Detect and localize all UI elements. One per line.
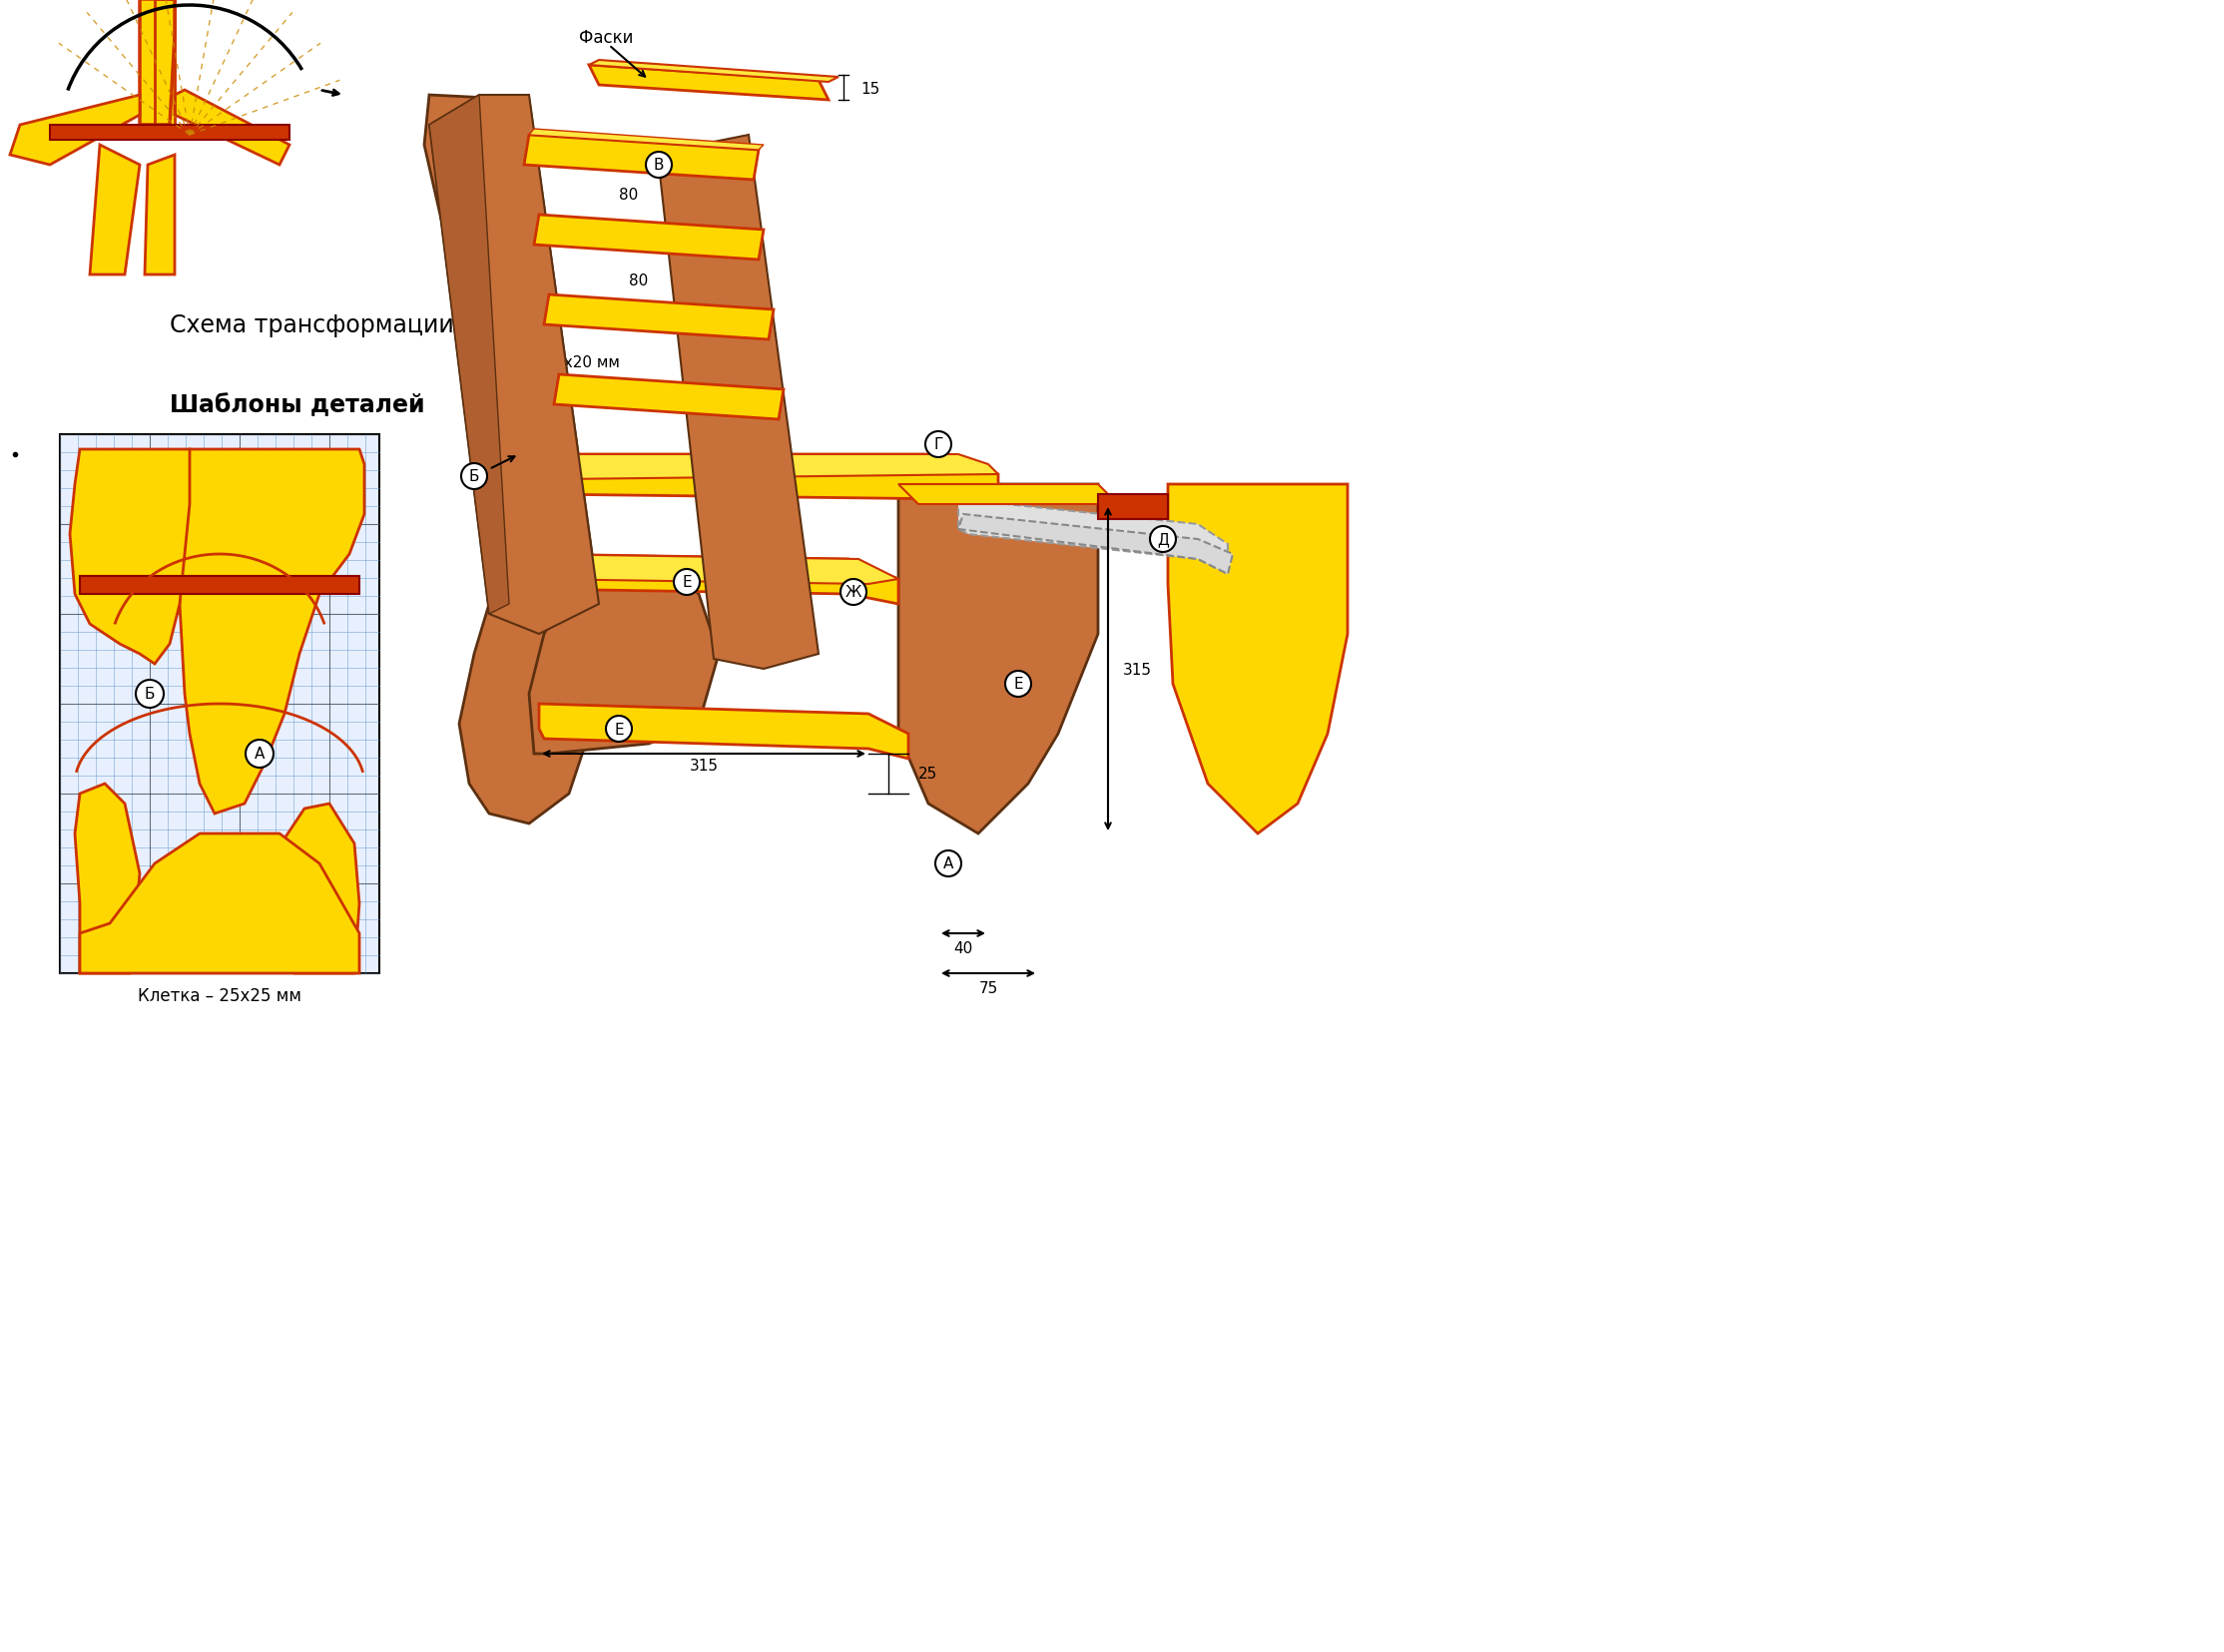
Polygon shape [1168,484,1348,834]
Text: Г: Г [934,438,943,453]
Polygon shape [140,0,176,126]
Text: 25: 25 [919,767,939,781]
Text: Б: Б [469,468,480,486]
Text: Клетка – 25х25 мм: Клетка – 25х25 мм [138,986,302,1004]
Text: Д: Д [1156,532,1170,547]
Polygon shape [538,704,907,760]
Polygon shape [545,296,774,340]
Polygon shape [529,131,763,150]
Text: Фаски: Фаски [578,30,634,46]
Polygon shape [9,96,140,165]
Polygon shape [898,484,1119,506]
Polygon shape [49,126,289,140]
Polygon shape [180,449,365,814]
Text: Е: Е [1014,677,1023,692]
Text: 6х20 мм: 6х20 мм [554,355,620,370]
Circle shape [1150,527,1176,553]
Polygon shape [80,577,360,595]
Polygon shape [529,555,898,585]
Text: 315: 315 [1123,662,1152,677]
Text: 15: 15 [861,81,881,96]
Polygon shape [589,61,838,83]
Polygon shape [529,565,718,755]
Circle shape [245,740,274,768]
Text: 75: 75 [979,981,999,996]
Text: В: В [654,159,665,173]
Circle shape [674,570,701,596]
Polygon shape [959,501,1228,575]
Polygon shape [554,375,783,420]
Text: Б: Б [469,469,480,484]
Polygon shape [69,449,189,664]
Text: Ж: Ж [845,585,861,600]
Polygon shape [429,96,598,634]
Text: 80: 80 [618,188,638,203]
Polygon shape [429,96,509,615]
Text: А: А [254,747,265,762]
Polygon shape [285,805,360,973]
Text: 40: 40 [954,942,972,957]
Text: Шаблоны деталей: Шаблоны деталей [169,393,425,416]
Circle shape [925,431,952,458]
Text: Е: Е [683,575,692,590]
Text: Схема трансформации стула: Схема трансформации стула [169,314,532,337]
Circle shape [1005,671,1032,697]
Polygon shape [529,454,999,479]
Polygon shape [76,785,140,973]
Text: Б: Б [145,687,156,702]
Polygon shape [145,155,176,276]
Polygon shape [534,215,763,261]
Polygon shape [898,484,1099,834]
Circle shape [841,580,867,606]
Polygon shape [89,145,140,276]
Polygon shape [529,555,898,605]
Polygon shape [176,91,289,165]
Polygon shape [529,454,999,501]
FancyBboxPatch shape [60,434,380,973]
Polygon shape [425,96,598,824]
Circle shape [136,681,165,709]
Polygon shape [156,0,176,126]
Circle shape [645,152,672,178]
Text: Е: Е [614,722,623,737]
Polygon shape [80,834,360,973]
Text: 80: 80 [629,273,647,287]
Polygon shape [525,135,758,180]
Polygon shape [589,66,830,101]
Polygon shape [959,515,1232,575]
Text: А: А [943,856,954,871]
Circle shape [936,851,961,877]
Polygon shape [658,135,818,669]
Polygon shape [1099,496,1168,520]
Circle shape [605,717,632,742]
Circle shape [460,464,487,489]
Text: 315: 315 [689,758,718,773]
